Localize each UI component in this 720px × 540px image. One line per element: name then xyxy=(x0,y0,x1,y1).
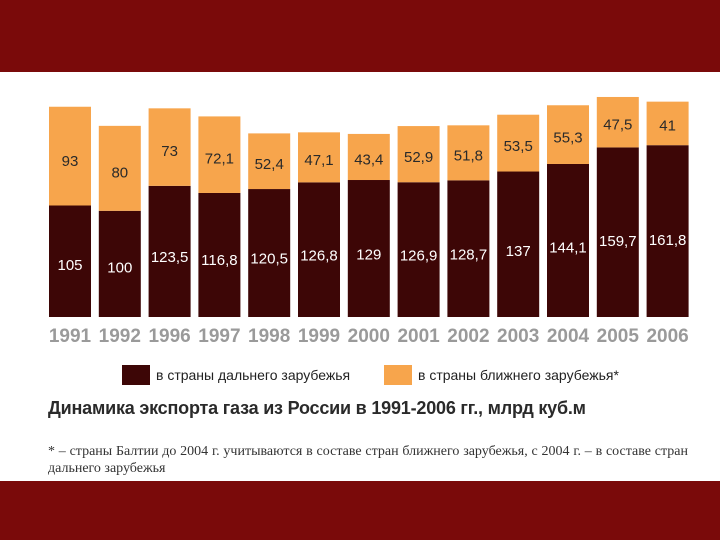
x-tick-1991: 1991 xyxy=(49,326,92,347)
bar-far-2005 xyxy=(596,147,639,317)
value-label-near-2005: 47,5 xyxy=(603,117,632,134)
bar-near-2002 xyxy=(447,125,490,181)
value-label-near-2001: 52,9 xyxy=(404,149,433,166)
bar-near-2006 xyxy=(646,101,689,146)
value-label-near-1996: 73 xyxy=(161,143,178,160)
value-label-far-2006: 161,8 xyxy=(649,232,687,249)
bar-far-1997 xyxy=(198,192,241,317)
x-tick-1998: 1998 xyxy=(248,326,290,347)
x-tick-2004: 2004 xyxy=(547,326,590,347)
value-label-near-1997: 72,1 xyxy=(205,151,234,168)
bar-far-2001 xyxy=(397,182,440,317)
legend-item-far: в страны дальнего зарубежья xyxy=(122,365,350,385)
bar-far-1991 xyxy=(49,205,91,317)
value-label-far-1996: 123,5 xyxy=(151,249,189,266)
x-tick-2000: 2000 xyxy=(348,326,390,347)
value-label-near-2003: 53,5 xyxy=(504,138,533,155)
legend-item-near: в страны ближнего зарубежья* xyxy=(384,365,619,385)
bar-near-2004 xyxy=(547,105,589,164)
legend-swatch-near xyxy=(384,365,412,385)
bar-far-1996 xyxy=(148,185,191,317)
bar-near-1996 xyxy=(148,108,191,186)
bar-near-2001 xyxy=(397,126,440,183)
bar-far-1999 xyxy=(298,182,340,317)
value-label-near-1998: 52,4 xyxy=(255,156,284,173)
bar-near-1997 xyxy=(198,116,241,193)
bar-far-2006 xyxy=(646,145,689,317)
value-label-near-2006: 41 xyxy=(659,118,676,135)
top-band xyxy=(0,0,720,72)
value-label-far-1998: 120,5 xyxy=(250,250,288,267)
value-label-near-1992: 80 xyxy=(111,165,128,182)
value-label-far-2000: 129 xyxy=(356,246,381,263)
bar-far-2000 xyxy=(347,180,390,317)
value-label-far-1999: 126,8 xyxy=(300,247,338,264)
bar-near-1999 xyxy=(298,132,340,183)
bar-far-2002 xyxy=(447,180,490,317)
chart-title: Динамика экспорта газа из России в 1991-… xyxy=(48,398,586,418)
value-label-far-2003: 137 xyxy=(506,243,531,260)
bar-near-2005 xyxy=(596,96,639,148)
value-label-far-2002: 128,7 xyxy=(450,247,488,264)
bar-near-1991 xyxy=(49,106,91,206)
value-label-far-2005: 159,7 xyxy=(599,233,637,250)
value-label-far-1991: 105 xyxy=(57,257,82,274)
bar-near-1998 xyxy=(248,133,291,190)
bar-far-1992 xyxy=(98,210,141,317)
bar-near-1992 xyxy=(98,125,141,211)
bar-far-1998 xyxy=(248,189,291,317)
slide-content: 105 93 1991 100 80 1992 123,5 73 1996 116,8 72,1 19… xyxy=(0,72,720,481)
bar-near-2003 xyxy=(497,114,540,172)
value-label-near-1999: 47,1 xyxy=(304,152,333,169)
footnote: * – страны Балтии до 2004 г. учитываются… xyxy=(48,444,688,476)
bar-near-2000 xyxy=(347,133,390,181)
value-label-far-2001: 126,9 xyxy=(400,247,438,264)
x-tick-1996: 1996 xyxy=(148,326,190,347)
bottom-band xyxy=(0,481,720,540)
bar-far-2004 xyxy=(547,163,589,317)
value-label-near-2000: 43,4 xyxy=(354,151,383,168)
value-label-near-2002: 51,8 xyxy=(454,148,483,165)
x-tick-2003: 2003 xyxy=(497,326,539,347)
legend-label-near: в страны ближнего зарубежья* xyxy=(418,367,619,383)
x-tick-2001: 2001 xyxy=(397,326,440,347)
value-label-far-1997: 116,8 xyxy=(201,252,237,269)
x-tick-2002: 2002 xyxy=(447,326,489,347)
value-label-near-1991: 93 xyxy=(62,153,79,170)
bar-far-2003 xyxy=(497,171,540,317)
value-label-near-2004: 55,3 xyxy=(553,130,582,147)
value-label-far-1992: 100 xyxy=(107,259,132,276)
x-tick-1999: 1999 xyxy=(298,326,340,347)
x-tick-1997: 1997 xyxy=(198,326,240,347)
legend-swatch-far xyxy=(122,365,150,385)
x-tick-2005: 2005 xyxy=(597,326,640,347)
stacked-bar-chart: 105 93 1991 100 80 1992 123,5 73 1996 116,8 72,1 19… xyxy=(49,96,689,347)
x-tick-1992: 1992 xyxy=(99,326,141,347)
x-tick-2006: 2006 xyxy=(646,326,688,347)
value-label-far-2004: 144,1 xyxy=(549,240,587,257)
legend-label-far: в страны дальнего зарубежья xyxy=(156,367,351,383)
